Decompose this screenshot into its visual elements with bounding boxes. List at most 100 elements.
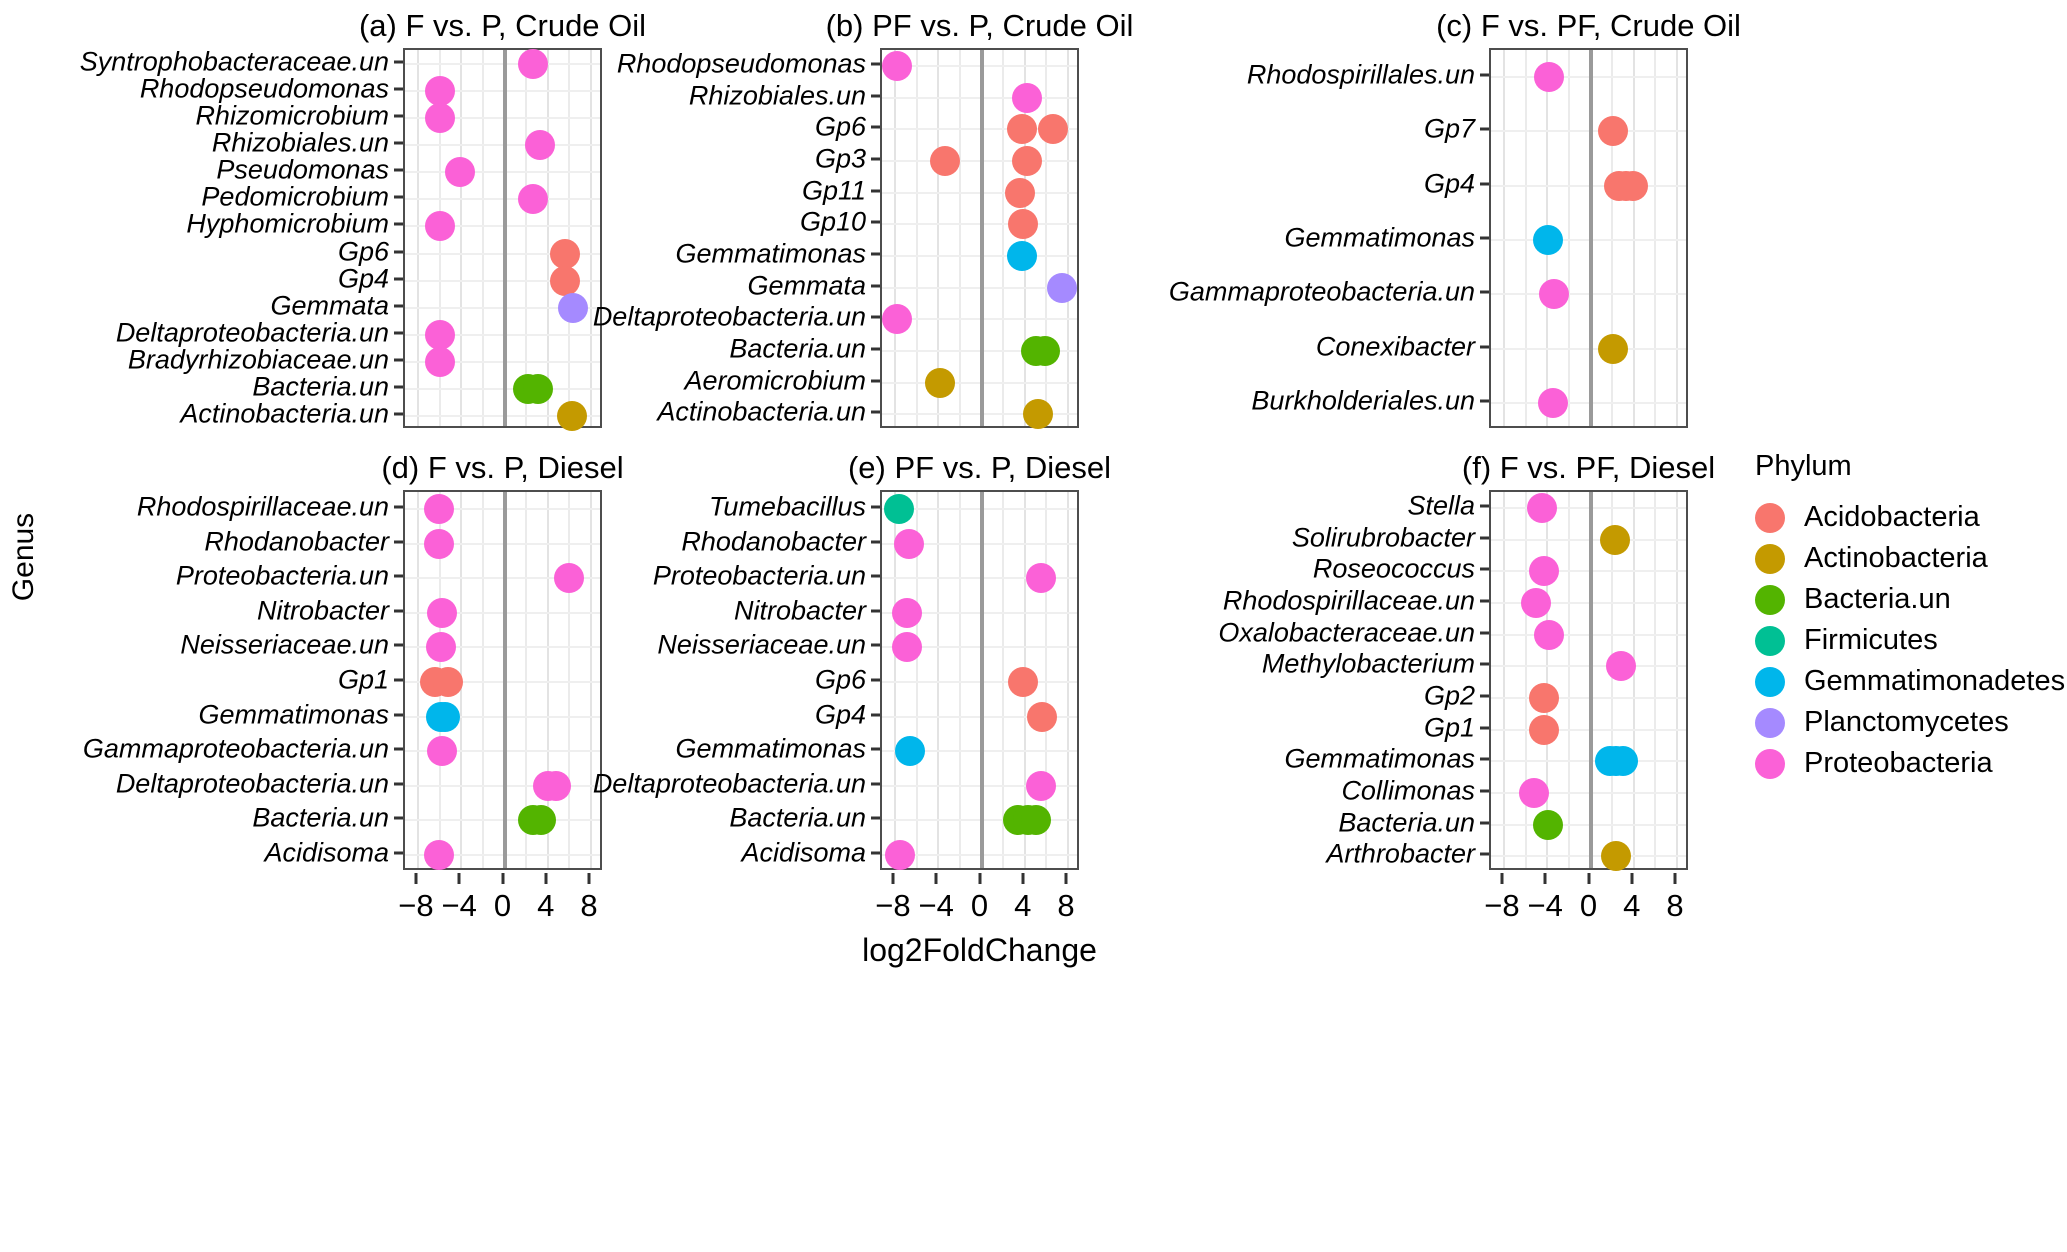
data-point	[882, 50, 913, 81]
panel-c: (c) F vs. PF, Crude Oil Rhodospirillales.…	[1097, 8, 1741, 428]
legend-item-planctomycetes[interactable]: Planctomycetes	[1755, 702, 2065, 743]
data-point	[1005, 177, 1036, 208]
y-axis-tick-label: Gemmatimonas	[198, 699, 389, 730]
x-axis-tick-mark	[501, 873, 504, 884]
y-axis-tick-label: Gemmata	[270, 290, 389, 321]
data-point	[1600, 524, 1631, 555]
data-point	[424, 320, 455, 350]
y-axis-tick-label: Proteobacteria.un	[175, 560, 389, 591]
legend-item-acidobacteria[interactable]: Acidobacteria	[1755, 497, 2065, 538]
y-axis-tick-label: Gp2	[1423, 680, 1475, 711]
data-point	[1617, 170, 1648, 201]
data-point	[884, 494, 915, 525]
data-point	[425, 632, 456, 663]
y-axis-tick-mark	[871, 379, 880, 382]
y-axis-tick-label: Tumebacillus	[708, 491, 866, 522]
legend-item-proteobacteria[interactable]: Proteobacteria	[1755, 743, 2065, 784]
x-axis-tick-label: 4	[1014, 888, 1032, 923]
y-axis-tick-mark	[394, 114, 403, 118]
gridline-vertical	[1611, 50, 1614, 426]
data-point	[426, 597, 457, 628]
y-axis-tick-label: Bacteria.un	[1338, 807, 1475, 837]
y-axis-tick-label: Gammaproteobacteria.un	[82, 733, 389, 764]
gridline-vertical	[1524, 492, 1527, 868]
data-point	[1538, 279, 1569, 310]
y-axis-tick-label: Gp1	[1423, 712, 1475, 742]
data-point	[1020, 805, 1051, 836]
y-axis-tick-mark	[394, 412, 403, 416]
legend-item-gemmatimonadetes[interactable]: Gemmatimonadetes	[1755, 661, 2065, 702]
legend-item-bacteria-un[interactable]: Bacteria.un	[1755, 579, 2065, 620]
x-axis-tick-mark	[1500, 873, 1504, 884]
y-axis-tick-mark	[1480, 290, 1489, 294]
legend-color-swatch-icon	[1755, 666, 1785, 697]
x-axis-tick-label: −4	[918, 888, 954, 923]
y-axis-tick-mark	[1480, 852, 1489, 856]
x-axis-tick-mark	[934, 873, 938, 884]
data-point	[1006, 240, 1037, 271]
gridline-vertical	[915, 50, 918, 426]
y-axis-tick-mark	[1480, 504, 1489, 508]
data-point	[541, 770, 572, 801]
y-axis-tick-mark	[1480, 345, 1489, 349]
y-axis-tick-mark	[871, 252, 880, 256]
y-axis-tick-mark	[871, 284, 880, 287]
legend-item-label: Acidobacteria	[1804, 501, 1980, 533]
y-axis-tick-label: Actinobacteria.un	[180, 398, 389, 429]
y-axis-tick-mark	[394, 782, 403, 786]
y-axis-tick-mark	[1480, 631, 1489, 634]
y-axis-tick-label: Solirubrobacter	[1291, 522, 1475, 552]
y-axis-tick-mark	[871, 782, 880, 786]
y-axis-tick-label: Bacteria.un	[252, 802, 389, 833]
panel-b: (b) PF vs. P, Crude Oil Rhodopseudomonas R…	[488, 8, 1133, 430]
plot-area-b	[880, 48, 1079, 430]
x-axis-tick-mark	[587, 873, 591, 884]
x-axis-tick-label: 8	[1057, 888, 1075, 923]
y-axis-tick-label: Stella	[1407, 490, 1475, 521]
y-axis-tick-label: Rhodopseudomonas	[139, 73, 389, 104]
zero-reference-line	[1588, 50, 1593, 426]
x-axis-tick-mark	[1673, 873, 1677, 884]
data-point	[1037, 114, 1068, 145]
legend-color-swatch-icon	[1755, 625, 1785, 656]
gridline-vertical	[525, 492, 528, 868]
data-point	[1533, 809, 1564, 840]
x-axis-tick-mark	[891, 873, 895, 884]
zero-reference-line	[502, 492, 507, 868]
y-axis-tick-label: Rhodanobacter	[681, 526, 866, 557]
legend-item-firmicutes[interactable]: Firmicutes	[1755, 620, 2065, 661]
gridline-vertical	[1632, 50, 1635, 426]
gridline-vertical	[1524, 50, 1527, 426]
y-axis-tick-label: Methylobacterium	[1261, 648, 1475, 679]
legend-item-label: Gemmatimonadetes	[1804, 665, 2066, 697]
gridline-vertical	[893, 50, 896, 426]
data-point	[894, 528, 925, 559]
legend-item-label: Firmicutes	[1804, 624, 1938, 656]
panel-title-d: (d) F vs. P, Diesel	[381, 450, 624, 485]
y-axis-tick-mark	[394, 540, 403, 544]
data-point	[1007, 667, 1038, 697]
data-point	[1521, 587, 1552, 618]
y-axis-tick-mark	[394, 574, 403, 578]
gridline-vertical	[1002, 492, 1005, 868]
y-axis-tick-mark	[871, 62, 880, 66]
panel-title-c: (c) F vs. PF, Crude Oil	[1436, 8, 1741, 43]
gridline-vertical	[1611, 492, 1614, 868]
x-axis-tick-mark	[1064, 873, 1068, 884]
y-axis-tick-label: Rhizomicrobium	[195, 100, 389, 131]
legend-item-actinobacteria[interactable]: Actinobacteria	[1755, 538, 2065, 579]
y-axis-tick-label: Hyphomicrobium	[186, 208, 389, 239]
data-point	[891, 632, 922, 663]
y-axis-tick-mark	[394, 713, 403, 717]
panel-title-b: (b) PF vs. P, Crude Oil	[825, 8, 1134, 43]
gridline-vertical	[1067, 50, 1070, 426]
y-axis-tick-mark	[1480, 757, 1489, 761]
y-axis-tick-mark	[394, 358, 403, 362]
y-axis-tick-mark	[394, 505, 403, 509]
gridline-vertical	[525, 50, 528, 426]
y-axis-tick-mark	[871, 125, 880, 129]
y-axis-tick-mark	[871, 851, 880, 855]
y-axis-tick-label: Gp10	[799, 206, 866, 237]
gridline-vertical	[958, 492, 961, 868]
x-axis-tick-label: 8	[1666, 888, 1684, 923]
